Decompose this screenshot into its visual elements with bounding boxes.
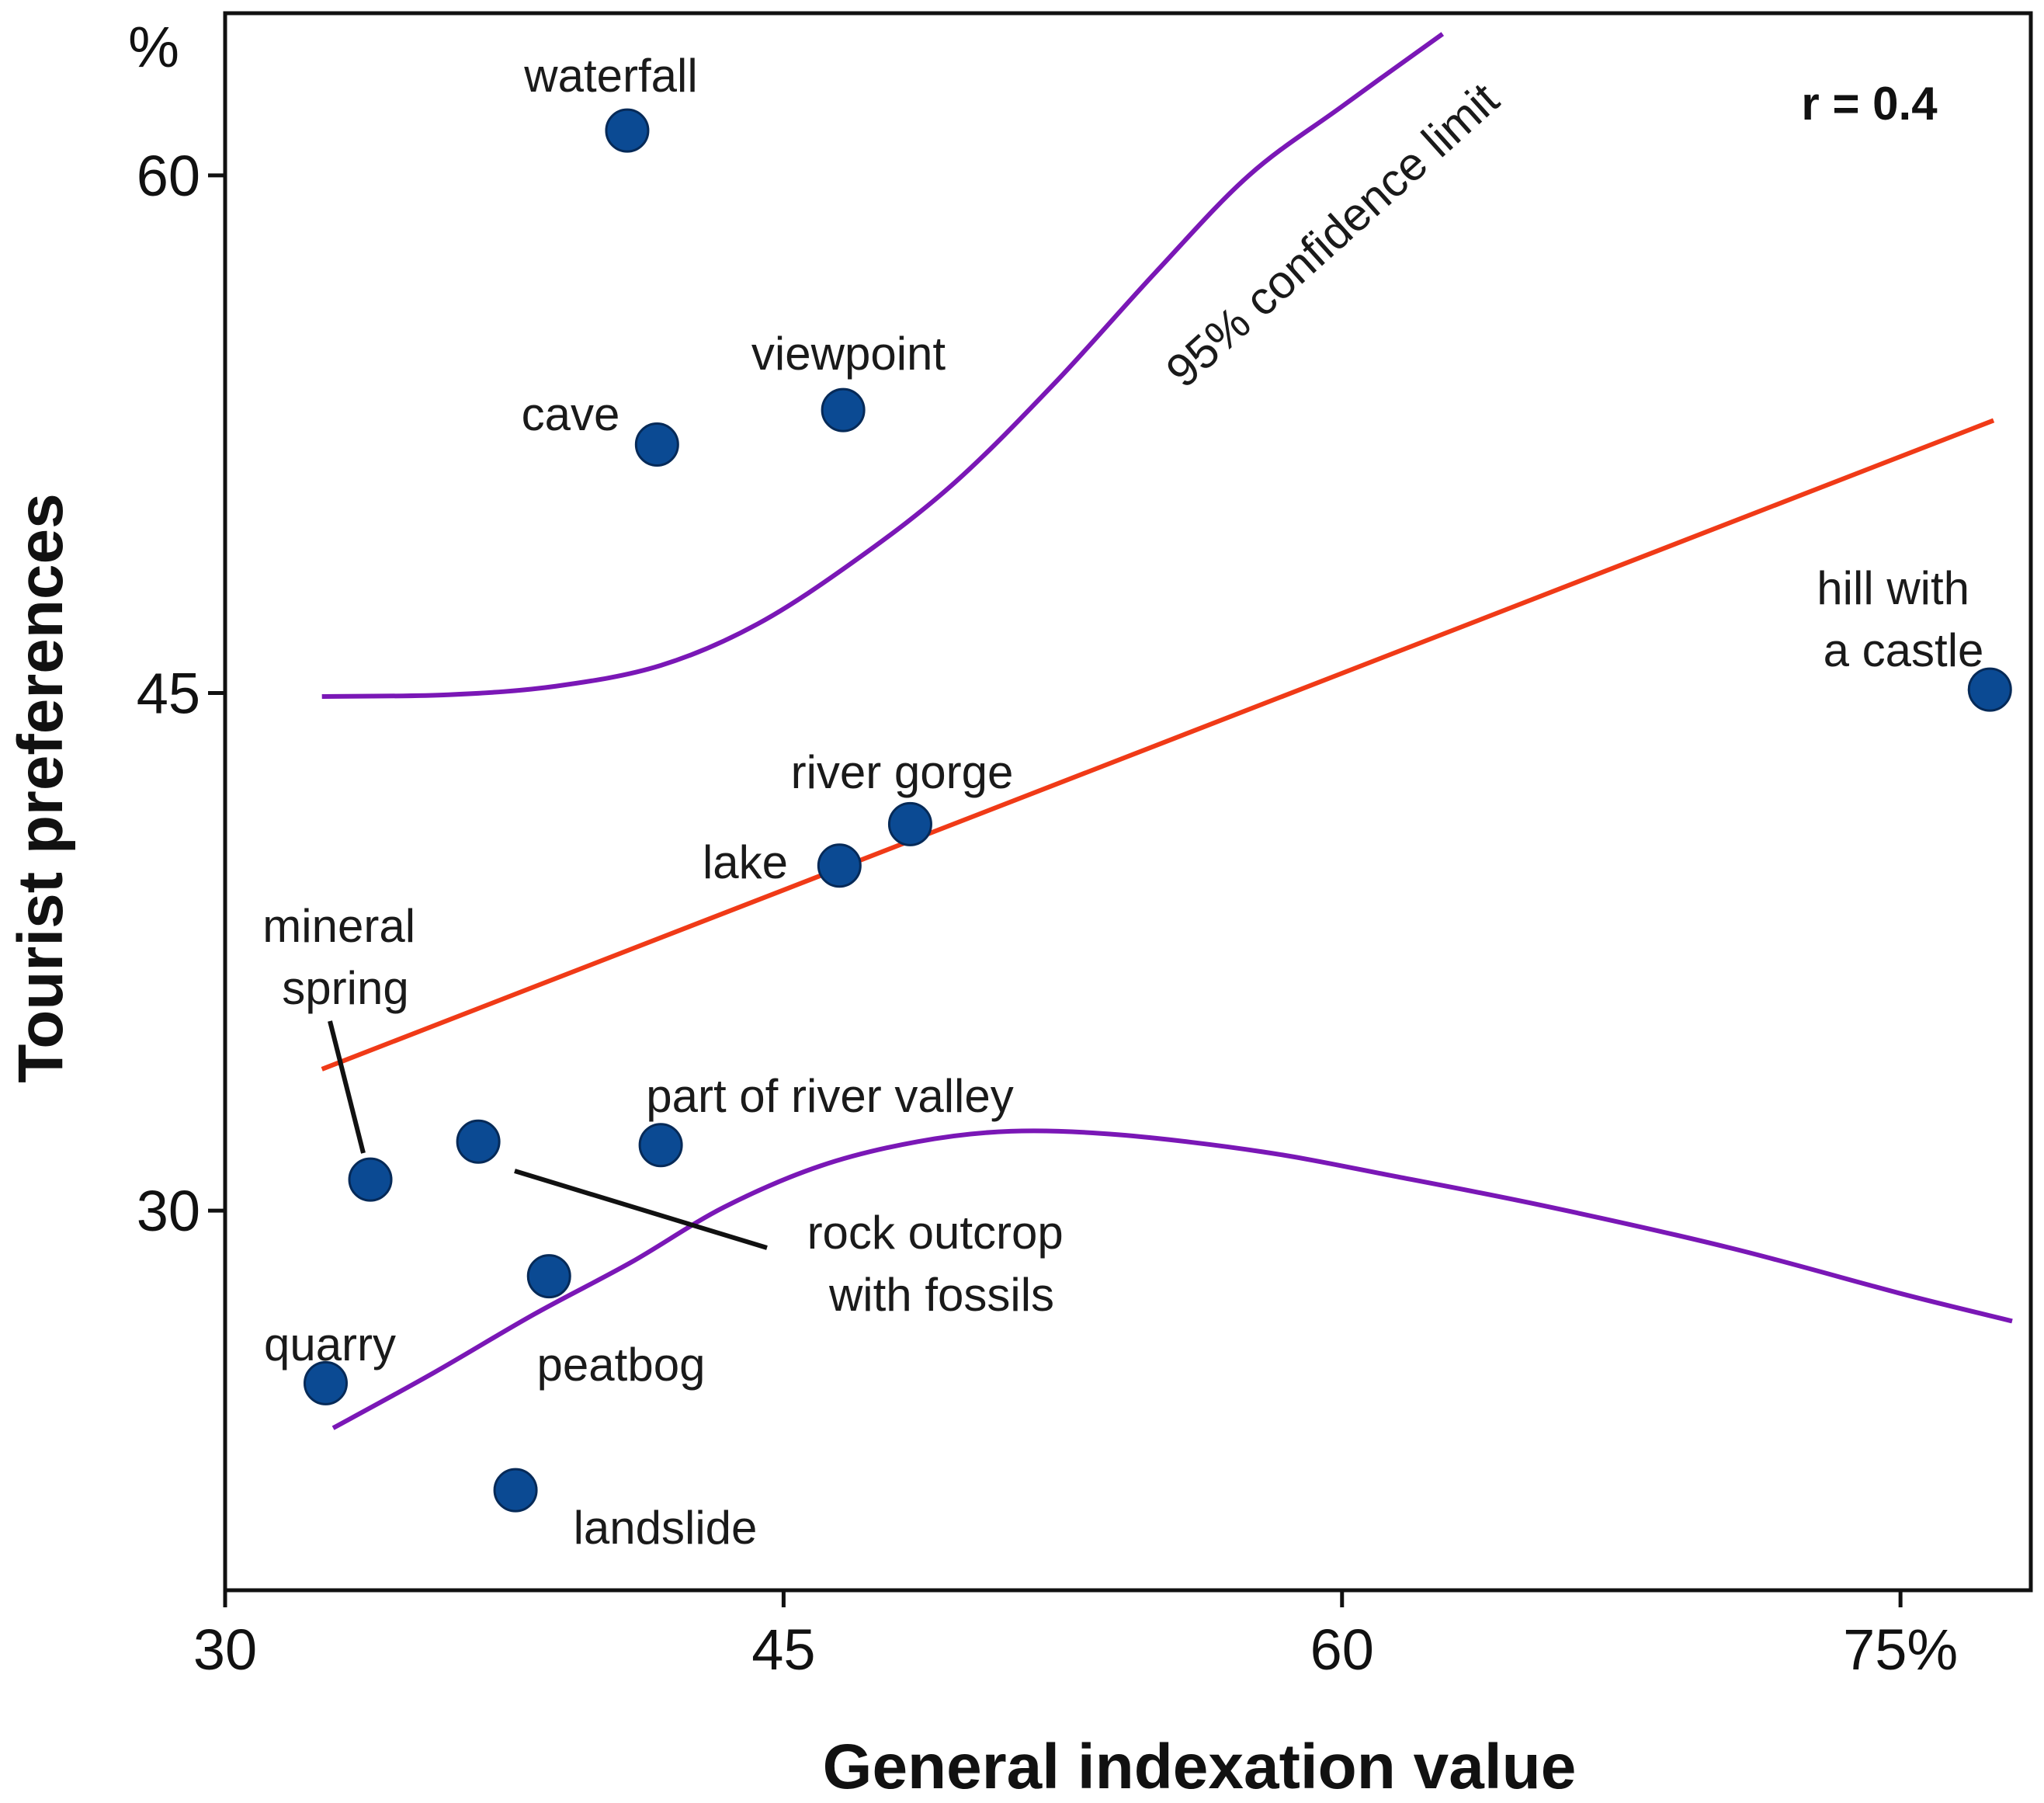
y-axis-title: Tourist preferences xyxy=(5,493,76,1083)
data-point-river-gorge xyxy=(887,801,932,846)
label-viewpoint: viewpoint xyxy=(751,328,946,380)
label-mineral-line-1: mineral xyxy=(262,900,415,952)
x-tick-label-2: 60 xyxy=(1310,1617,1374,1682)
data-point-mineral-spring xyxy=(348,1157,393,1202)
label-mineral-spring: mineral spring xyxy=(262,900,428,1014)
confidence-lines xyxy=(321,32,2013,1430)
x-tick-label-1: 45 xyxy=(751,1617,815,1682)
data-point-waterfall xyxy=(605,108,650,153)
regression-line-layer xyxy=(321,418,1995,1072)
lower-confidence-line xyxy=(331,1128,2013,1430)
y-unit-label: % xyxy=(128,15,179,79)
data-point-lake xyxy=(817,843,862,888)
label-rock-line-1: rock outcrop xyxy=(807,1207,1064,1259)
label-hill-line-2: a castle xyxy=(1824,624,1984,676)
x-tick-label-3: 75% xyxy=(1843,1617,1958,1682)
label-cave: cave xyxy=(522,388,620,440)
y-tick-label-0: 30 xyxy=(137,1179,200,1243)
upper-confidence-line xyxy=(321,32,1445,699)
point-labels: waterfall cave viewpoint hill with a cas… xyxy=(262,50,1983,1554)
correlation-annotation: r = 0.4 xyxy=(1801,78,1938,130)
regression-line xyxy=(321,418,1995,1072)
plot-frame xyxy=(223,11,2033,1593)
data-point-peatbog xyxy=(526,1254,571,1299)
leader-lines xyxy=(328,1020,768,1250)
label-quarry: quarry xyxy=(264,1318,396,1370)
label-part-of-river-valley: part of river valley xyxy=(646,1070,1014,1122)
data-point-cave xyxy=(634,422,679,467)
label-hill-with-a-castle: hill with a castle xyxy=(1817,562,1983,676)
data-points xyxy=(303,108,2012,1513)
label-mineral-line-2: spring xyxy=(282,962,408,1014)
data-point-rock-outcrop-with-fossils xyxy=(456,1119,501,1164)
label-peatbog: peatbog xyxy=(537,1339,706,1391)
data-point-part-of-river-valley xyxy=(638,1123,683,1168)
data-point-viewpoint xyxy=(821,387,866,433)
label-rock-outcrop: rock outcrop with fossils xyxy=(807,1207,1077,1321)
x-tick-label-0: 30 xyxy=(193,1617,257,1682)
data-point-hill-with-a-castle xyxy=(1967,667,2012,712)
mineral-spring-leader-line xyxy=(328,1020,366,1154)
y-tick-label-1: 45 xyxy=(137,662,200,726)
y-tick-label-2: 60 xyxy=(137,144,200,208)
label-hill-line-1: hill with xyxy=(1817,562,1969,614)
label-landslide: landslide xyxy=(574,1502,758,1554)
label-rock-line-2: with fossils xyxy=(828,1269,1054,1321)
ticks-layer: 30 45 60 75% 30 45 60 xyxy=(137,144,1959,1682)
label-waterfall: waterfall xyxy=(523,50,697,102)
label-lake: lake xyxy=(703,836,788,888)
label-river-gorge: river gorge xyxy=(791,746,1014,798)
data-point-quarry xyxy=(303,1360,348,1405)
rock-outcrop-leader-line xyxy=(514,1169,768,1250)
x-axis-title: General indexation value xyxy=(823,1732,1577,1802)
data-point-landslide xyxy=(493,1468,538,1513)
